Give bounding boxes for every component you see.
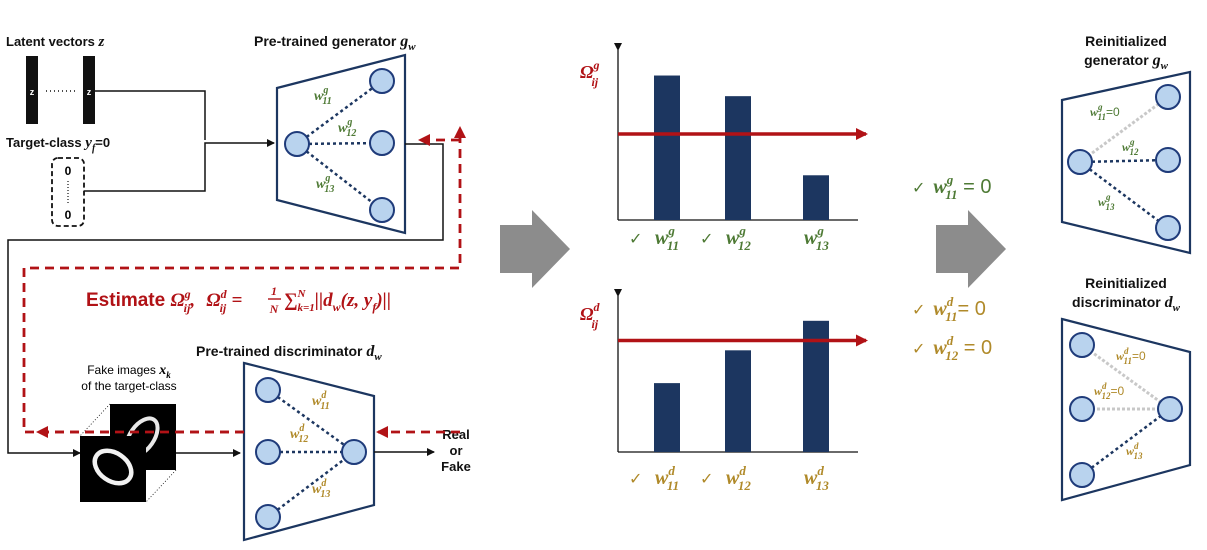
bar-g-13: [803, 175, 829, 220]
reinit-generator-trapezoid: [1060, 70, 1192, 255]
bar-d-12: [725, 350, 751, 452]
equation-sum-body: ∑N k=1||dw(z, yf)||: [284, 288, 391, 314]
reinit-gen-output-node-1: [1155, 84, 1181, 110]
tick-label-g-11: wg 11: [655, 223, 679, 253]
tick-label-g-12: wg 12: [726, 223, 751, 253]
reinit-discriminator-trapezoid: [1060, 317, 1192, 502]
results-list: ✓ wg 11 = 0 ✓ wd 11= 0 ✓ wd 12 = 0: [912, 172, 992, 363]
tick-check-g-11: ✓: [629, 231, 642, 248]
reinit-disc-input-node-1: [1069, 332, 1095, 358]
real-label: Real: [442, 427, 469, 442]
fraction-numerator: 1: [271, 284, 277, 298]
tick-check-g-12: ✓: [700, 231, 713, 248]
disc-weight-w12: wd 12: [290, 423, 308, 445]
generator-output-connector: [7, 143, 444, 457]
importance-chart-discriminator: Ωd ij wd 11 ✓ wd 12 ✓ wd 13: [580, 289, 868, 493]
reinit-disc-input-node-3: [1069, 462, 1095, 488]
gen-edge-w12: [296, 141, 383, 146]
discriminator-trapezoid: [242, 361, 376, 542]
chart-g-ylabel: Ωg ij: [580, 58, 599, 89]
reinit-gen-edge-w11-zeroed: [1079, 95, 1169, 164]
fraction-denominator: N: [269, 302, 280, 316]
gen-weight-w11: wg 11: [314, 85, 332, 107]
disc-input-node-3: [255, 504, 281, 530]
bar-g-12: [725, 96, 751, 220]
reinit-disc-weight-w12: wd 12=0: [1094, 381, 1125, 401]
discriminator-edges: [267, 388, 355, 518]
equation-fraction: 1 N: [268, 284, 281, 316]
generator-edges: [296, 79, 383, 211]
reinit-gen-output-node-2: [1155, 147, 1181, 173]
tick-check-d-12: ✓: [700, 471, 713, 488]
reinit-generator-title-2: generator gw: [1084, 52, 1168, 72]
target-class-bottom-value: 0: [65, 208, 72, 222]
tick-check-d-11: ✓: [629, 471, 642, 488]
reinit-gen-weight-w11: wg 11=0: [1090, 102, 1120, 122]
disc-input-node-2: [255, 439, 281, 465]
gen-output-node-3: [369, 197, 395, 223]
bar-g-11: [654, 75, 680, 221]
or-label: or: [450, 443, 463, 458]
reinit-discriminator-title-1: Reinitialized: [1085, 275, 1167, 291]
reinit-discriminator-title-2: discriminator dw: [1072, 294, 1181, 314]
target-connector: [84, 139, 275, 192]
reinit-disc-weight-w13: wd 13: [1126, 441, 1143, 461]
bar-d-11: [654, 383, 680, 452]
reinit-generator-title-1: Reinitialized: [1085, 33, 1167, 49]
reinit-gen-edge-w12: [1079, 158, 1169, 164]
latent-vector-bar-1: [26, 56, 38, 124]
fake-images-label: Fake images xk: [87, 363, 171, 380]
latent-vector-bar-2: [83, 56, 95, 124]
chart-d-ylabel: Ωd ij: [580, 300, 600, 331]
latent-z-label-2: z: [87, 87, 92, 97]
gen-input-node: [284, 131, 310, 157]
reinit-gen-weight-w13: wg 13: [1098, 192, 1115, 212]
pretrained-discriminator-title: Pre-trained discriminator dw: [196, 343, 382, 363]
reinit-disc-output-node: [1157, 396, 1183, 422]
reinit-disc-weight-w11: wd 11=0: [1116, 346, 1146, 366]
tick-label-d-12: wd 12: [726, 463, 751, 493]
flow-arrow-2: [936, 210, 1006, 288]
fake-image-front: [80, 436, 146, 502]
gen-output-node-2: [369, 130, 395, 156]
result-disc-w12: ✓ wd 12 = 0: [912, 333, 992, 363]
disc-input-node-1: [255, 377, 281, 403]
reinit-gen-weight-w12: wg 12: [1122, 137, 1139, 157]
result-gen-w11: ✓ wg 11 = 0: [912, 172, 991, 202]
reinit-disc-edge-w11-zeroed: [1081, 343, 1171, 411]
disc-weight-w11: wd 11: [312, 390, 330, 412]
disc-output-node: [341, 439, 367, 465]
latent-vectors-label: Latent vectors z: [6, 34, 105, 50]
reinit-gen-edge-w13: [1079, 161, 1169, 229]
fake-label: Fake: [441, 459, 471, 474]
reinit-gen-output-node-3: [1155, 215, 1181, 241]
latent-connector: [95, 90, 206, 140]
latent-z-label-1: z: [30, 87, 35, 97]
tick-label-g-13: wg 13: [804, 223, 829, 253]
pretrained-generator-title: Pre-trained generator gw: [254, 33, 416, 53]
target-class-top-value: 0: [65, 164, 72, 178]
tick-label-d-13: wd 13: [804, 463, 829, 493]
importance-chart-generator: Ωg ij wg 11 ✓ wg 12 ✓ wg 13: [580, 43, 868, 253]
result-disc-w11: ✓ wd 11= 0: [912, 294, 986, 324]
target-class-vector: [51, 157, 85, 227]
fake-image-stack-line-2: [145, 469, 177, 503]
reinit-disc-edge-w13: [1081, 408, 1171, 476]
disc-weight-w13: wd 13: [312, 478, 330, 500]
flow-arrow-1: [500, 210, 570, 288]
tick-label-d-11: wd 11: [655, 463, 679, 493]
gen-weight-w12: wg 12: [338, 117, 356, 139]
target-class-label: Target-class yf=0: [6, 135, 110, 154]
bar-d-13: [803, 320, 829, 452]
gen-weight-w13: wg 13: [316, 173, 334, 195]
reinit-disc-input-node-2: [1069, 396, 1095, 422]
feedback-loop-arrow: [22, 126, 466, 434]
gen-output-node-1: [369, 68, 395, 94]
estimate-equation: Estimate Ωg ij, Ωd ij =: [86, 287, 242, 317]
fake-images-label-2: of the target-class: [81, 379, 176, 393]
reinit-gen-input-node: [1067, 149, 1093, 175]
